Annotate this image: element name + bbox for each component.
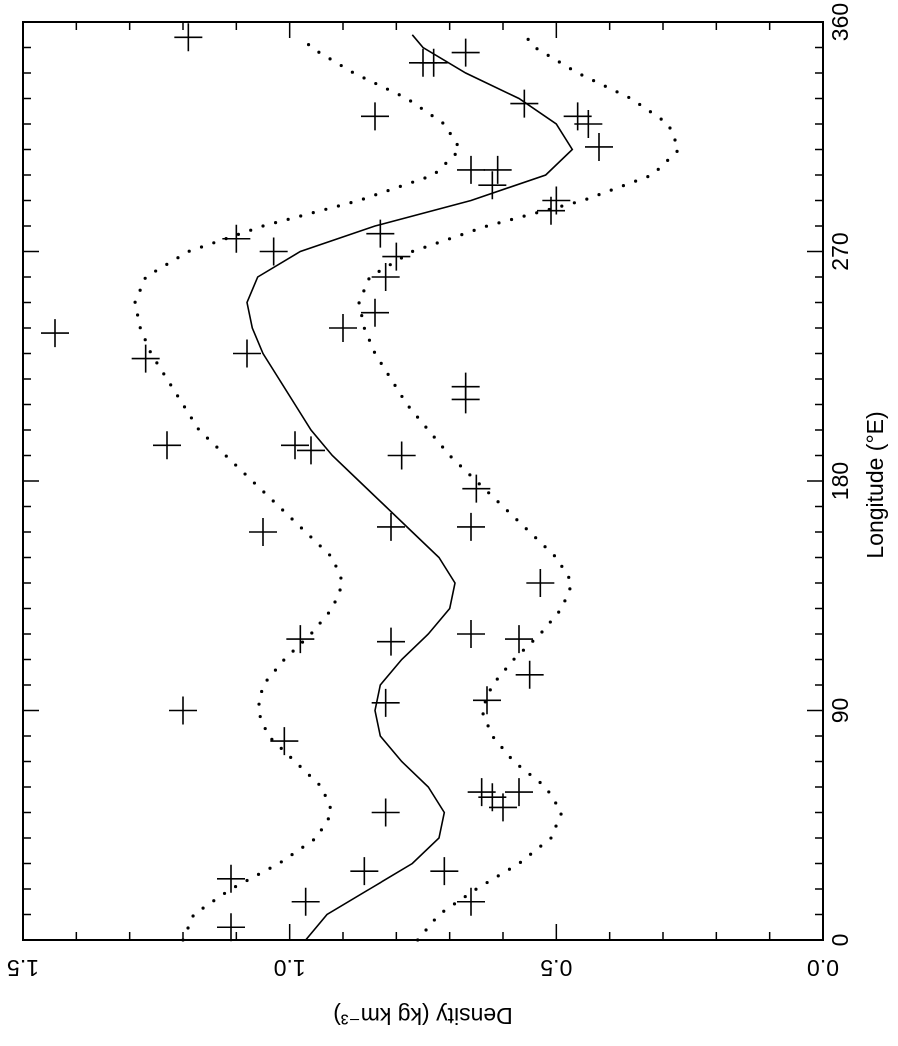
data-point-plus <box>281 431 309 460</box>
data-point-plus <box>451 38 480 67</box>
data-point-plus <box>131 344 160 373</box>
data-point-plus <box>259 237 288 266</box>
x-axis-label: Longitude (°E) <box>862 411 888 558</box>
x-tick-label: 180 <box>827 462 853 500</box>
data-point-plus <box>222 224 251 253</box>
data-point-plus <box>329 314 357 342</box>
data-point-plus <box>297 436 325 465</box>
data-point-plus <box>505 778 533 807</box>
data-point-plus <box>574 110 603 138</box>
data-point-plus <box>489 793 517 822</box>
solid-model-line <box>246 34 574 941</box>
data-point-plus <box>457 887 485 916</box>
y-tick-label: 0.5 <box>540 955 572 981</box>
dotted-envelope-line <box>133 33 463 942</box>
x-tick-labels: 0 90 180 270 360 <box>827 3 853 947</box>
data-point-plus <box>361 102 389 131</box>
data-point-plus <box>371 688 400 717</box>
x-tick-label: 90 <box>827 698 853 724</box>
data-point-plus <box>537 196 565 225</box>
data-point-plus <box>419 48 448 77</box>
data-point-plus <box>510 89 539 118</box>
data-point-plus <box>233 339 261 368</box>
data-point-plus <box>217 864 245 893</box>
data-point-plus <box>41 319 69 348</box>
data-point-plus <box>473 686 501 715</box>
tick-marks <box>22 21 824 941</box>
data-point-plus <box>483 155 512 184</box>
data-point-plus <box>542 186 571 215</box>
data-point-plus <box>377 627 405 656</box>
y-tick-labels: 0.0 0.5 1.0 1.5 <box>7 955 839 981</box>
data-point-plus <box>457 620 485 648</box>
data-point-plus <box>371 263 400 291</box>
data-point-plus <box>270 727 299 756</box>
plot-frame <box>22 21 824 941</box>
y-tick-label: 1.5 <box>7 955 39 981</box>
data-points <box>41 23 613 942</box>
data-point-plus <box>350 857 379 886</box>
x-tick-label: 0 <box>827 934 853 947</box>
data-point-plus <box>291 887 320 916</box>
data-point-plus <box>377 512 405 541</box>
data-point-plus <box>366 219 395 248</box>
data-point-plus <box>361 298 389 327</box>
data-point-plus <box>371 798 400 827</box>
x-tick-label: 360 <box>827 3 853 41</box>
y-axis-label: Density (kg km⁻³) <box>333 1003 513 1029</box>
data-point-plus <box>505 625 533 654</box>
data-point-plus <box>478 171 507 200</box>
y-tick-label: 1.0 <box>274 955 306 981</box>
data-point-plus <box>526 569 555 597</box>
data-point-plus <box>451 372 480 401</box>
data-point-plus <box>515 660 544 689</box>
data-point-plus <box>563 102 592 131</box>
data-point-plus <box>457 512 485 541</box>
data-point-plus <box>457 155 485 184</box>
dotted-envelope-lines <box>133 33 681 942</box>
data-point-plus <box>153 431 181 460</box>
data-point-plus <box>249 518 277 546</box>
data-point-plus <box>286 625 315 654</box>
data-point-plus <box>462 474 491 503</box>
data-point-plus <box>382 242 411 271</box>
data-point-plus <box>585 132 613 161</box>
data-point-plus <box>387 441 416 470</box>
data-point-plus <box>478 783 507 812</box>
data-point-plus <box>217 913 245 942</box>
data-point-plus <box>169 696 197 725</box>
model-curve <box>246 34 574 941</box>
y-tick-label: 0.0 <box>807 955 839 981</box>
data-point-plus <box>174 23 203 52</box>
data-point-plus <box>467 778 496 807</box>
data-point-plus <box>430 857 459 886</box>
x-tick-label: 270 <box>827 232 853 270</box>
